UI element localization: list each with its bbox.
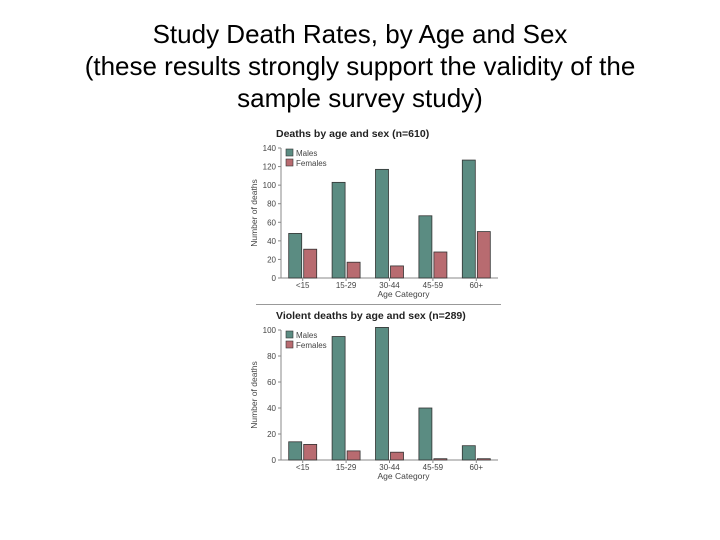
x-tick-label: <15 <box>296 463 310 472</box>
chart-title: Violent deaths by age and sex (n=289) <box>276 310 466 322</box>
y-tick-label: 0 <box>272 456 277 465</box>
x-tick-label: 15-29 <box>336 281 357 290</box>
bar-females-4 <box>476 458 491 461</box>
bar-females-1 <box>346 450 361 461</box>
bar-males-1 <box>331 336 346 461</box>
bar-females-2 <box>390 451 404 461</box>
x-axis-label: Age Category <box>378 471 431 481</box>
slide-title-line-3: sample survey study) <box>237 83 483 113</box>
bar-females-2 <box>390 265 404 279</box>
x-tick-label: 30-44 <box>379 281 400 290</box>
y-tick-label: 100 <box>263 181 277 190</box>
x-tick-label: 60+ <box>470 463 484 472</box>
bar-females-1 <box>346 261 361 279</box>
chart-divider <box>256 304 501 305</box>
bar-males-3 <box>418 407 433 461</box>
legend-swatch-males <box>285 148 294 157</box>
y-tick-label: 100 <box>263 326 277 335</box>
legend-swatch-females <box>285 158 294 167</box>
legend-label-females: Females <box>296 159 327 168</box>
x-tick-label: 60+ <box>470 281 484 290</box>
bar-males-2 <box>375 326 389 461</box>
y-tick-label: 60 <box>267 218 276 227</box>
x-tick-label: 30-44 <box>379 463 400 472</box>
bar-males-0 <box>288 233 303 279</box>
bar-females-3 <box>433 458 448 461</box>
x-tick-label: 45-59 <box>423 463 444 472</box>
bar-males-3 <box>418 215 433 279</box>
deaths-chart: Deaths by age and sex (n=610) 0 20 40 60 80 1… <box>248 126 503 302</box>
bar-males-4 <box>461 159 476 279</box>
deaths-chart-svg: 0 20 40 60 80 100 120 140 Number of deaths <15 15-… <box>249 144 498 299</box>
chart-figure: Deaths by age and sex (n=610) 0 20 40 60 80 1… <box>248 126 503 484</box>
x-axis-label: Age Category <box>378 289 431 299</box>
legend-label-males: Males <box>296 331 317 340</box>
y-axis-label: Number of deaths <box>249 361 259 429</box>
y-tick-label: 120 <box>263 163 277 172</box>
y-tick-label: 80 <box>267 200 276 209</box>
slide-title: Study Death Rates, by Age and Sex (these… <box>20 18 700 114</box>
bar-males-4 <box>461 445 476 461</box>
x-tick-label: 15-29 <box>336 463 357 472</box>
legend-label-females: Females <box>296 341 327 350</box>
legend-swatch-females <box>285 340 294 349</box>
x-tick-label: <15 <box>296 281 310 290</box>
y-axis-label: Number of deaths <box>249 179 259 247</box>
bar-males-1 <box>331 181 346 279</box>
bar-females-4 <box>476 231 491 279</box>
bar-females-3 <box>433 251 448 279</box>
y-tick-label: 20 <box>267 430 276 439</box>
y-tick-label: 60 <box>267 378 276 387</box>
legend-label-males: Males <box>296 149 317 158</box>
chart-title: Deaths by age and sex (n=610) <box>276 128 430 140</box>
bar-males-0 <box>288 441 303 461</box>
y-tick-label: 140 <box>263 144 277 153</box>
slide-title-line-2: (these results strongly support the vali… <box>84 51 636 81</box>
legend-swatch-males <box>285 330 294 339</box>
y-tick-label: 20 <box>267 255 276 264</box>
y-tick-label: 80 <box>267 352 276 361</box>
x-tick-label: 45-59 <box>423 281 444 290</box>
violent-deaths-chart: Violent deaths by age and sex (n=289) 0 2… <box>248 308 503 484</box>
bar-females-0 <box>303 248 318 279</box>
violent-deaths-chart-svg: 0 20 40 60 80 100 Number of deaths <15 15-29 30-4… <box>249 326 498 481</box>
bar-males-2 <box>375 168 389 279</box>
y-tick-label: 40 <box>267 404 276 413</box>
bar-females-0 <box>303 443 318 461</box>
y-tick-label: 0 <box>272 274 277 283</box>
y-tick-label: 40 <box>267 237 276 246</box>
slide-title-line-1: Study Death Rates, by Age and Sex <box>152 19 568 49</box>
